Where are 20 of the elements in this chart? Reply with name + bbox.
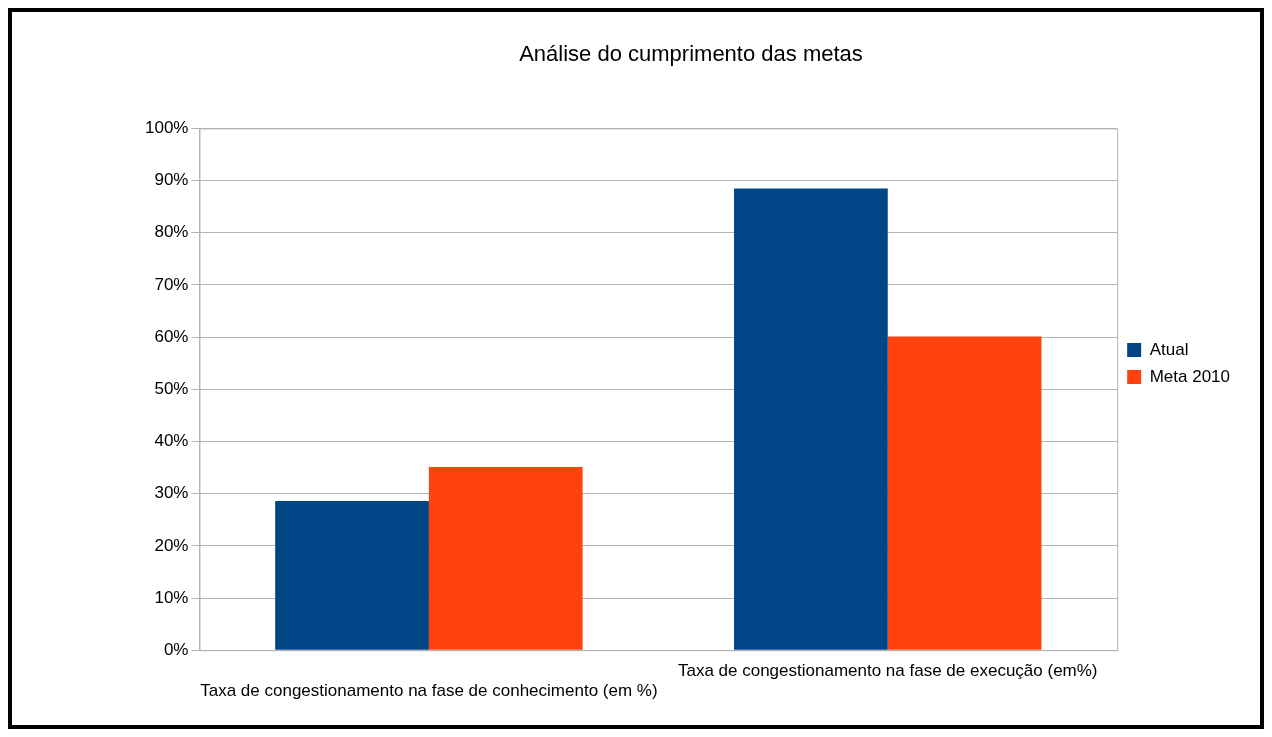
legend-label: Atual bbox=[1149, 339, 1189, 359]
y-tick-label: 0% bbox=[163, 639, 189, 659]
bar bbox=[734, 188, 888, 650]
y-tick-label: 70% bbox=[154, 274, 189, 294]
bar bbox=[428, 467, 583, 650]
bar bbox=[887, 336, 1042, 650]
y-tick-label: 20% bbox=[154, 535, 189, 555]
y-tick-label: 50% bbox=[154, 378, 189, 398]
y-tick-label: 10% bbox=[154, 587, 189, 607]
x-tick-label: Taxa de congestionamento na fase de execução (em%) bbox=[677, 661, 1098, 681]
bar bbox=[275, 500, 429, 650]
y-tick-label: 100% bbox=[145, 118, 189, 138]
y-tick-label: 80% bbox=[154, 222, 189, 242]
y-tick-label: 40% bbox=[154, 431, 189, 451]
y-tick-label: 30% bbox=[154, 483, 189, 503]
y-tick-label: 60% bbox=[154, 326, 189, 346]
chart-title: Análise do cumprimento das metas bbox=[519, 41, 863, 67]
y-tick-label: 90% bbox=[154, 170, 189, 190]
legend-label: Meta 2010 bbox=[1149, 366, 1231, 386]
x-tick-label: Taxa de congestionamento na fase de conhecimento (em %) bbox=[200, 681, 658, 701]
